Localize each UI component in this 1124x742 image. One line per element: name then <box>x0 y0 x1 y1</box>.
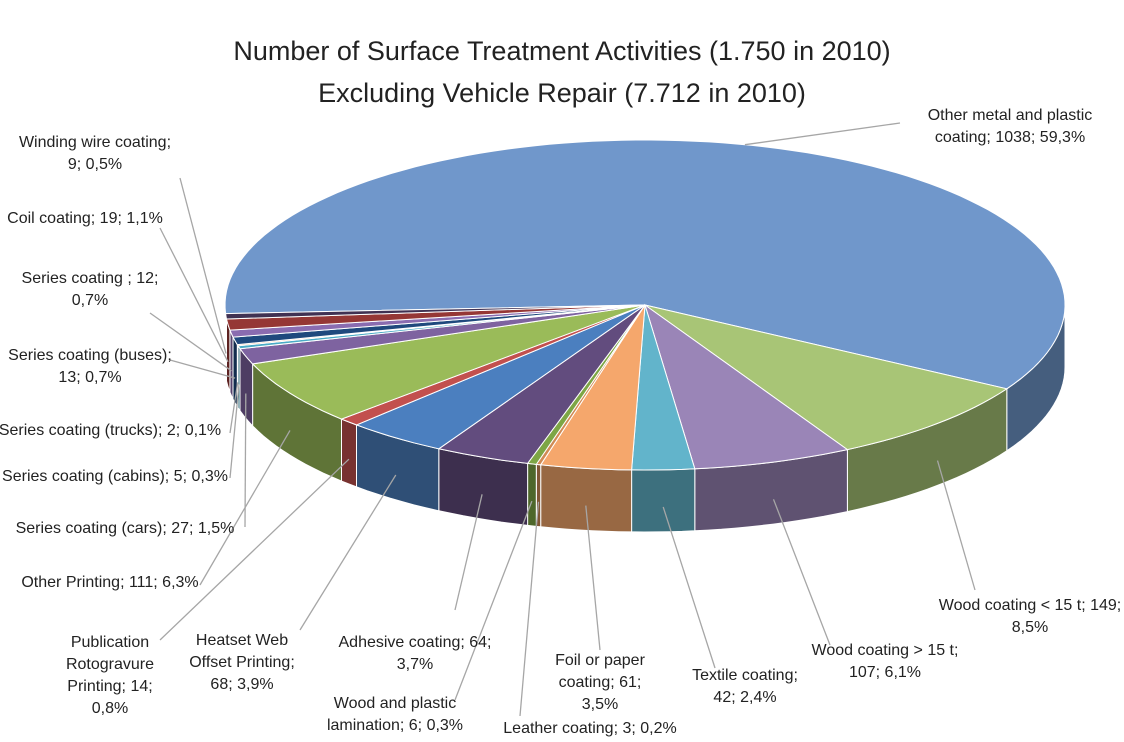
data-label: Leather coating; 3; 0,2% <box>503 720 677 737</box>
slice-side <box>631 468 696 533</box>
leader-line <box>454 494 483 611</box>
data-label: Wood and plastic lamination; 6; 0,3% <box>326 695 464 734</box>
leader-line <box>159 458 350 641</box>
data-label: Publication Rotogravure Printing; 14; 0,… <box>65 634 155 717</box>
slice <box>631 304 696 471</box>
leader-line <box>244 393 247 528</box>
slice <box>437 304 646 464</box>
data-label: Wood coating < 15 t; 149; 8,5% <box>938 597 1122 636</box>
leader-line <box>169 359 236 379</box>
data-label: Textile coating; 42; 2,4% <box>692 667 798 706</box>
data-label: Other metal and plastic coating; 1038; 5… <box>927 107 1093 146</box>
data-label: Series coating (cabins); 5; 0,3% <box>2 468 228 485</box>
slice <box>644 304 1009 451</box>
leader-line <box>229 382 239 434</box>
slice <box>224 139 1066 390</box>
leader-line <box>149 312 232 372</box>
slice-side <box>225 313 227 382</box>
slice <box>225 304 646 320</box>
data-label: Coil coating; 19; 1,1% <box>7 210 163 227</box>
leader-line <box>772 499 831 646</box>
data-label: Winding wire coating; 9; 0,5% <box>18 134 172 173</box>
data-label: Heatset Web Offset Printing; 68; 3,9% <box>189 632 295 693</box>
leader-line <box>519 501 540 717</box>
leader-line <box>159 227 229 363</box>
leader-line <box>744 122 901 146</box>
data-label: Series coating (buses); 13; 0,7% <box>8 347 172 386</box>
slice <box>644 303 849 470</box>
data-label: Series coating (trucks); 2; 0,1% <box>0 422 222 439</box>
data-label: Series coating ; 12; 0,7% <box>21 270 159 309</box>
leader-line <box>454 500 533 701</box>
slice-sides <box>224 304 1066 533</box>
leader-line <box>662 506 716 669</box>
slice-side <box>540 464 633 533</box>
chart-title: Number of Surface Treatment Activities (… <box>233 36 891 66</box>
chart-subtitle: Excluding Vehicle Repair (7.712 in 2010) <box>318 78 806 108</box>
data-label: Other Printing; 111; 6,3% <box>21 574 199 591</box>
leader-line <box>936 460 976 591</box>
slice <box>251 304 646 420</box>
slice <box>539 304 646 471</box>
slice-tops <box>224 139 1066 471</box>
slice-side <box>341 418 357 488</box>
leader-line <box>229 384 240 479</box>
leader-line <box>179 177 227 354</box>
data-label: Foil or paper coating; 61; 3,5% <box>555 652 645 713</box>
slice <box>355 304 646 450</box>
leader-line <box>299 474 397 631</box>
data-label: Wood coating > 15 t; 107; 6,1% <box>811 642 959 681</box>
leader-line <box>585 505 601 651</box>
data-label: Series coating (cars); 27; 1,5% <box>15 520 235 537</box>
data-label: Adhesive coating; 64; 3,7% <box>338 634 492 673</box>
slice-side <box>527 462 537 527</box>
